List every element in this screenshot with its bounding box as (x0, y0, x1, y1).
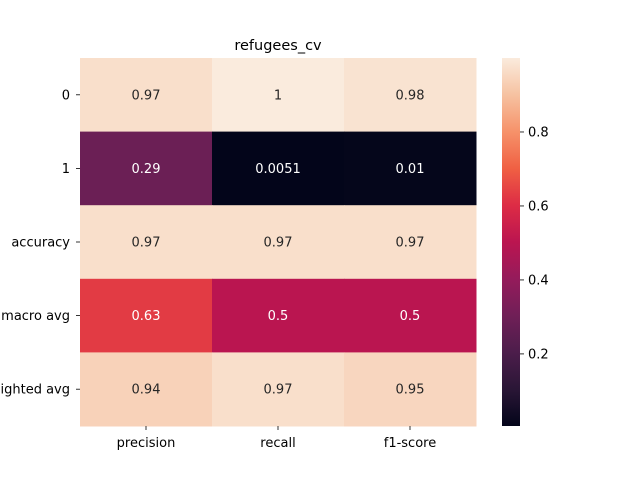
column-label: precision (117, 436, 176, 451)
cell-annotation: 0.97 (132, 236, 161, 251)
cell-annotation: 0.94 (132, 383, 161, 398)
heatmap-cell (212, 278, 345, 353)
colorbar-ticks: 0.2 0.4 0.6 0.8 (520, 125, 549, 362)
cell-annotation: 0.01 (396, 162, 425, 177)
cell-annotation: 0.97 (132, 88, 161, 103)
row-label: accuracy (11, 236, 70, 251)
heatmap-cell (80, 58, 213, 133)
heatmap-cell (344, 205, 477, 280)
heatmap-cell (80, 352, 213, 427)
cell-annotation: 0.5 (400, 309, 421, 324)
colorbar (502, 58, 520, 426)
heatmap-cell (344, 131, 477, 206)
heatmap-cell (212, 205, 345, 280)
heatmap-cell (80, 131, 213, 206)
heatmap-cell (80, 278, 213, 353)
column-label: recall (260, 436, 295, 451)
heatmap-cell (212, 131, 345, 206)
colorbar-tick-label: 0.2 (528, 347, 549, 362)
heatmap-cells: 0.97 1 0.98 0.29 0.0051 0.01 0.97 0.97 0.97 0.63 0… (80, 58, 477, 427)
chart-title: refugees_cv (234, 38, 322, 54)
row-label: 0 (62, 88, 70, 103)
cell-annotation: 1 (274, 88, 282, 103)
row-label: weighted avg (0, 383, 70, 398)
cell-annotation: 0.97 (396, 236, 425, 251)
heatmap-cell (80, 205, 213, 280)
cell-annotation: 0.29 (132, 162, 161, 177)
row-label: 1 (62, 162, 70, 177)
cell-annotation: 0.95 (396, 383, 425, 398)
cell-annotation: 0.5 (268, 309, 289, 324)
cell-annotation: 0.97 (264, 236, 293, 251)
colorbar-tick-label: 0.6 (528, 199, 549, 214)
cell-annotation: 0.98 (396, 88, 425, 103)
column-label: f1-score (384, 436, 436, 451)
cell-annotation: 0.63 (132, 309, 161, 324)
row-labels: 0 1 accuracy macro avg weighted avg (0, 88, 80, 398)
heatmap-cell (344, 58, 477, 133)
column-labels: precision recall f1-score (117, 426, 436, 451)
cell-annotation: 0.0051 (255, 162, 301, 177)
colorbar-tick-label: 0.8 (528, 125, 549, 140)
heatmap-cell (344, 352, 477, 427)
heatmap-cell (344, 278, 477, 353)
colorbar-gradient (502, 58, 520, 426)
colorbar-tick-label: 0.4 (528, 273, 549, 288)
heatmap-cell (212, 352, 345, 427)
heatmap-cell (212, 58, 345, 133)
cell-annotation: 0.97 (264, 383, 293, 398)
row-label: macro avg (1, 309, 70, 324)
